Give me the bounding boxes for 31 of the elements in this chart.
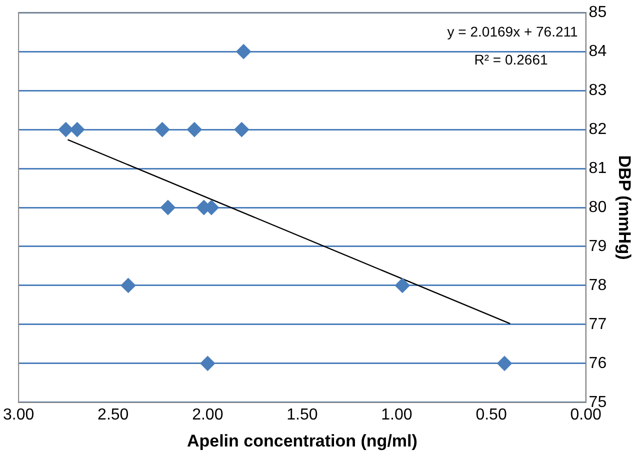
y-tick-label: 76: [588, 354, 607, 372]
point: [160, 200, 176, 215]
y-tick-label: 78: [588, 276, 607, 294]
x-tick-label: 1.00: [381, 406, 412, 424]
x-tick-label: 0.50: [476, 406, 507, 424]
point: [120, 278, 136, 293]
x-tick-label: 1.50: [286, 406, 318, 424]
annotation: R² = 0.2661: [474, 51, 548, 68]
y-tick-label: 85: [588, 4, 607, 22]
y-tick-label: 82: [588, 120, 607, 138]
point: [186, 122, 202, 138]
y-axis-title: DBP (mmHg): [615, 155, 634, 260]
annotation: y = 2.0169x + 76.211: [447, 23, 578, 40]
point: [236, 44, 252, 60]
point: [394, 278, 410, 293]
y-tick-label: 80: [588, 198, 607, 216]
y-tick-label: 83: [588, 82, 607, 99]
y-tick-label: 84: [588, 42, 607, 60]
x-tick-label: 2.50: [98, 406, 129, 424]
point: [497, 356, 512, 371]
point: [70, 122, 85, 138]
x-axis-title: Apelin concentration (ng/ml): [186, 431, 418, 450]
y-tick-label: 79: [588, 238, 607, 255]
point: [200, 356, 216, 371]
point: [234, 122, 250, 138]
point: [58, 122, 74, 138]
point: [154, 122, 170, 138]
y-tick-label: 77: [588, 316, 607, 333]
x-tick-label: 2.00: [192, 406, 224, 424]
y-tick-label: 81: [588, 160, 607, 177]
x-tick-label: 3.00: [3, 406, 34, 424]
